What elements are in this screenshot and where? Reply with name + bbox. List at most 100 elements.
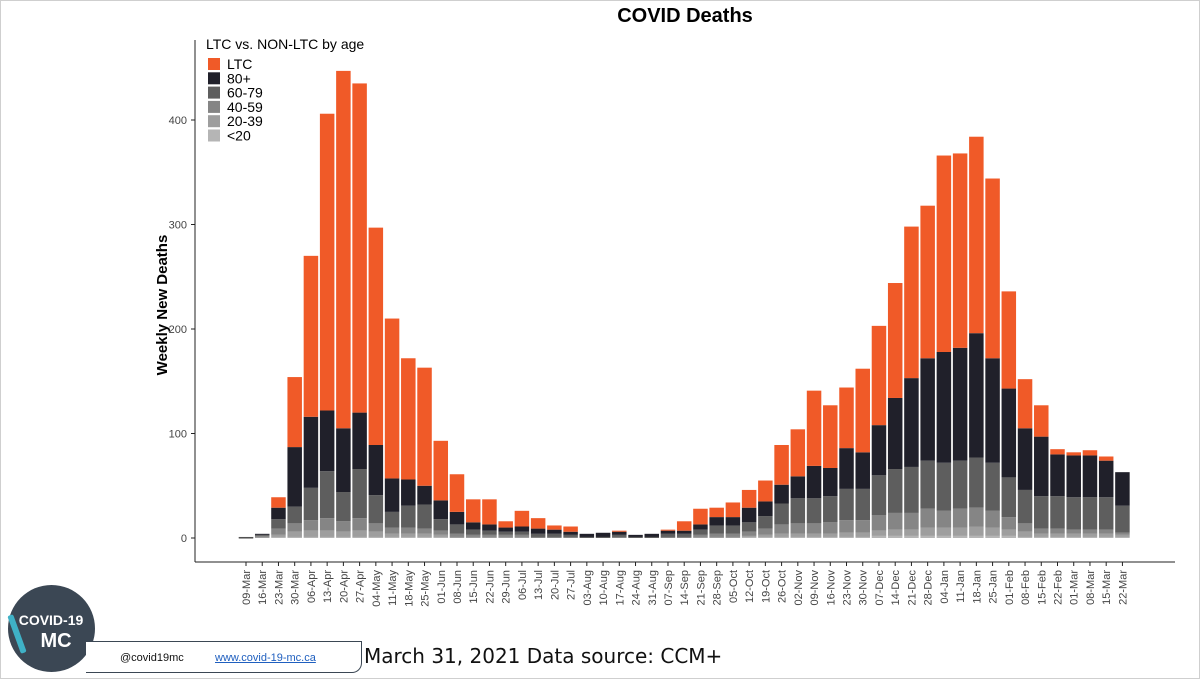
bar-segment-2039-25-Jan [985,527,1000,536]
bar-segment-6079-25-May [417,504,432,529]
bar-segment-6079-09-Nov [806,498,822,524]
bar-segment-20-18-Jan [969,535,984,538]
legend-swatch [208,72,220,85]
bar-segment-6079-30-Nov [855,488,870,521]
bar-segment-2039-08-Feb [1017,531,1033,537]
x-tick-label: 22-Jun [484,570,496,604]
website-link[interactable]: www.covid-19-mc.ca [215,652,316,664]
legend-title: LTC vs. NON-LTC by age [206,36,364,52]
bar-segment-6079-11-Jan [952,460,968,509]
bar-segment-4059-18-Jan [969,507,984,527]
bar-segment-6079-18-May [401,505,416,528]
bar-segment-80-04-Jan [936,351,952,463]
bar-segment-2039-22-Mar [1115,534,1130,537]
bar-segment-2039-16-Nov [823,533,838,537]
x-tick-label: 21-Sep [695,570,707,605]
bar-segment-2039-09-Nov [806,533,822,537]
x-tick-label: 10-Aug [598,570,610,605]
bar-segment-4059-27-Apr [352,518,367,531]
bar-segment-20-09-Nov [806,536,822,538]
x-tick-label: 30-Nov [858,570,870,606]
bar-segment-6079-06-Apr [303,487,319,521]
bars [238,70,1130,539]
date-source-caption: March 31, 2021 Data source: CCM+ [364,644,723,668]
bar-segment-80-25-Jan [985,358,1000,463]
bar-segment-4059-22-Jun [482,534,497,537]
bar-segment-4059-01-Mar [1066,529,1081,534]
bar-segment-4059-23-Mar [271,528,286,535]
x-tick-label: 04-Jan [939,570,951,604]
bar-segment-20-12-Oct [741,536,757,538]
x-tick-label: 23-Nov [842,570,854,606]
bar-segment-6079-14-Dec [887,469,903,513]
bar-segment-4059-06-Jul [514,534,530,537]
bar-segment-LTC-07-Dec [871,325,887,426]
bar-segment-6079-03-Aug [579,536,595,538]
bar-segment-6079-20-Apr [336,492,351,522]
bar-segment-80-29-Jun [498,527,513,532]
bar-segment-4059-06-Apr [303,520,319,531]
bar-segment-LTC-21-Sep [693,508,708,525]
x-tick-label: 29-Jun [501,570,513,604]
bar-segment-2039-04-May [368,531,384,537]
bar-segment-2039-08-Mar [1082,533,1098,537]
bar-segment-6079-04-May [368,495,384,524]
bar-segment-4059-05-Oct [725,533,741,537]
bar-segment-LTC-19-Oct [758,480,773,502]
bar-segment-LTC-30-Nov [855,368,870,453]
bar-segment-6079-12-Oct [741,522,757,532]
bar-segment-2039-01-Mar [1066,533,1081,537]
bar-segment-6079-21-Dec [904,466,919,513]
x-tick-label: 11-Jan [955,570,967,603]
bar-segment-LTC-27-Apr [352,83,367,413]
bar-segment-80-20-Apr [336,428,351,493]
bar-segment-80-09-Nov [806,465,822,499]
bar-segment-20-23-Nov [839,536,854,538]
bar-segment-6079-15-Feb [1034,496,1049,529]
bar-segment-2039-21-Dec [904,529,919,536]
bar-segment-80-26-Oct [774,484,789,504]
bar-segment-4059-04-Jan [936,510,952,528]
x-tick-label: 06-Jul [517,570,529,600]
bar-segment-6079-08-Feb [1017,489,1033,524]
legend-label: <20 [227,128,251,144]
x-tick-label: 13-Jul [533,570,545,600]
bar-segment-2039-14-Dec [887,529,903,536]
x-tick-label: 09-Mar [241,570,253,605]
bar-segment-80-19-Oct [758,501,773,517]
x-tick-label: 19-Oct [760,570,772,603]
bar-segment-6079-23-Nov [839,488,854,521]
bar-segment-80-14-Sep [676,530,692,534]
x-tick-label: 22-Mar [1117,570,1129,605]
y-tick-label: 0 [181,533,187,545]
bar-segment-LTC-06-Apr [303,255,319,417]
bar-segment-4059-07-Dec [871,515,887,531]
x-tick-label: 08-Mar [1085,570,1097,605]
legend-label: 60-79 [227,85,263,101]
bar-segment-20-28-Dec [920,535,935,538]
bar-segment-2039-02-Nov [790,533,806,537]
bar-segment-6079-16-Nov [823,496,838,523]
bar-segment-6079-17-Aug [612,534,627,537]
bar-segment-6079-04-Jan [936,462,952,511]
bar-segment-2039-18-May [401,533,416,537]
x-tick-label: 07-Dec [874,570,886,606]
bar-segment-6079-06-Jul [514,531,530,535]
bar-segment-2039-18-Jan [969,526,984,536]
chart-title: COVID Deaths [617,5,753,27]
bar-segment-2039-01-Feb [1001,529,1017,536]
bar-segment-80-16-Nov [823,467,838,497]
bar-segment-4059-08-Mar [1082,529,1098,534]
bar-segment-80-30-Mar [287,447,302,507]
bar-segment-LTC-01-Mar [1066,452,1081,456]
x-tick-label: 06-Apr [306,570,318,603]
bar-segment-LTC-11-May [384,318,400,479]
bar-segment-20-25-May [417,536,432,538]
bar-segment-4059-11-May [384,527,400,534]
legend-label: LTC [227,56,252,72]
bar-segment-2039-06-Apr [303,530,319,537]
bar-segment-LTC-13-Jul [530,518,546,529]
bar-segment-20-04-May [368,536,384,538]
bar-segment-6079-20-Jul [547,533,562,537]
bar-segment-6079-28-Sep [709,525,724,534]
